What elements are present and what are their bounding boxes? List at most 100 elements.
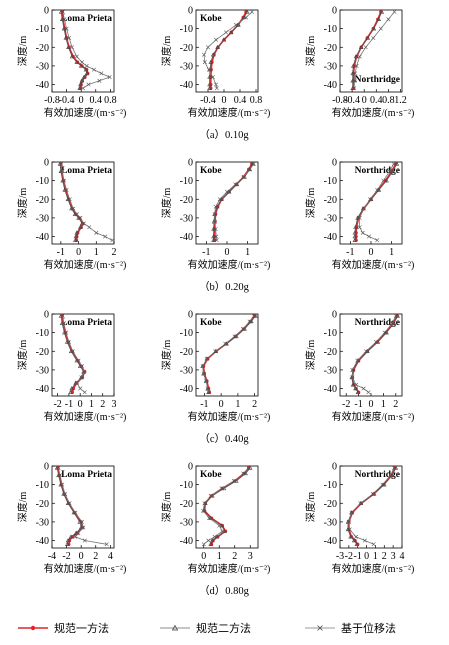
data-point — [71, 206, 76, 211]
x-tick-label: 1 — [94, 247, 99, 258]
y-tick-label: -30 — [180, 213, 193, 224]
data-point — [211, 226, 216, 231]
x-axis-label: 有效加速度/(m·s⁻²) — [188, 258, 271, 271]
data-point — [61, 26, 67, 31]
data-point — [214, 234, 219, 239]
series-3 — [200, 465, 251, 547]
data-point — [226, 189, 232, 194]
data-point — [207, 85, 212, 90]
panel-4: 0-10-20-30-40-1 0 1 2深度/m有效加速度/(m·s⁻²)Loma … — [16, 158, 126, 272]
y-tick-label: -30 — [180, 61, 193, 72]
data-point — [219, 486, 224, 491]
y-tick-label: -20 — [324, 347, 337, 358]
data-point — [99, 71, 104, 76]
data-point — [78, 224, 83, 229]
panel-title: Loma Prieta — [61, 470, 112, 480]
panel-12: 0-10-20-30-40-3 -2 -1 0 1 2 3 4深度/m有效加速度/(m·s⁻²… — [304, 462, 414, 576]
data-point — [213, 219, 218, 224]
y-tick-label: -10 — [36, 328, 49, 339]
data-point — [236, 22, 241, 27]
x-tick-label: 1 — [89, 399, 94, 410]
series-3 — [350, 313, 398, 395]
data-point — [348, 534, 353, 539]
x-tick-label: 3 — [391, 551, 396, 562]
data-point — [213, 349, 218, 354]
data-point — [249, 9, 255, 14]
data-point — [201, 371, 206, 376]
panel-1: 0 -10 -20 -30 -40 -0.8-0.4 0 0.4 0.8 深度/m 有效加速度/(m… — [16, 6, 126, 120]
y-tick-label: 0 — [188, 462, 193, 473]
y-tick-label: 0 — [44, 6, 49, 17]
data-point — [387, 169, 392, 174]
data-point — [214, 534, 220, 539]
x-axis-label: 有效加速度/(m·s⁻²) — [44, 258, 127, 271]
data-point — [390, 168, 396, 174]
data-point — [232, 334, 237, 339]
data-point — [73, 237, 78, 242]
data-point — [241, 174, 246, 179]
data-point — [103, 234, 108, 239]
y-tick-label: -10 — [36, 176, 49, 187]
series-3 — [60, 9, 112, 91]
data-point — [73, 530, 79, 535]
x-tick-label: -1 — [200, 399, 208, 410]
data-point — [371, 542, 376, 547]
data-point — [355, 215, 360, 220]
panel-title: Kobe — [200, 470, 222, 480]
y-axis-label: 深度/m — [16, 188, 29, 219]
y-tick-label: 0 — [188, 6, 193, 17]
data-point — [357, 54, 362, 59]
y-axis-label: 深度/m — [160, 492, 173, 523]
data-point — [68, 389, 73, 394]
figure-canvas: 0-10-20-30-40-0.8-0.4 0 0.4 0.8深度/m有效加速度/(m… — [16, 6, 415, 598]
panel-title: Loma Prieta — [61, 14, 112, 24]
series-3 — [60, 313, 87, 395]
data-point — [201, 371, 206, 376]
data-point — [370, 491, 375, 496]
data-point — [350, 382, 356, 387]
row-caption: （a）0.10g — [199, 129, 249, 141]
series-3 — [200, 313, 256, 395]
x-tick-label: 0.8 — [250, 95, 263, 106]
data-point — [79, 375, 84, 380]
x-tick-label: 0 — [222, 95, 227, 106]
data-point — [391, 161, 396, 166]
x-axis-label: 有效加速度/(m·s⁻²) — [332, 258, 415, 271]
data-point — [56, 465, 61, 470]
y-tick-label: -40 — [180, 80, 193, 91]
x-tick-label: 2 — [112, 247, 117, 258]
series-line — [203, 467, 251, 545]
data-point — [83, 67, 89, 72]
data-point — [201, 52, 207, 57]
data-point — [350, 367, 355, 372]
x-tick-label: 2 — [393, 399, 398, 410]
data-point — [373, 339, 378, 344]
data-point — [375, 187, 380, 192]
series-3 — [201, 9, 255, 91]
y-tick-label: 0 — [332, 310, 337, 321]
x-axis-label: 有效加速度/(m·s⁻²) — [44, 562, 127, 575]
data-point — [367, 197, 372, 202]
data-point — [60, 313, 65, 318]
data-point — [74, 59, 80, 64]
y-tick-label: -20 — [324, 43, 337, 54]
x-axis-label: 有效加速度/(m·s⁻²) — [332, 562, 415, 575]
y-tick-label: -30 — [324, 365, 337, 376]
panel-3: 0-10-20-30-40-0.8-0.4 0 0.4 0.8 1.2深度/m有效加速度… — [304, 6, 414, 120]
panel-10: 0-10-20-30-40-4 -2 0 2 4深度/m有效加速度/(m·s⁻²)Lom… — [16, 462, 126, 576]
data-point — [73, 234, 79, 239]
x-tick-label: -0.4 — [59, 95, 75, 106]
data-point — [353, 71, 358, 76]
x-tick-label: -3 — [336, 551, 344, 562]
data-point — [209, 538, 215, 543]
y-tick-label: -40 — [36, 80, 49, 91]
y-tick-label: -30 — [180, 365, 193, 376]
data-point — [84, 70, 90, 76]
data-point — [97, 78, 102, 83]
data-point — [210, 75, 215, 80]
data-point — [59, 16, 65, 22]
data-point — [70, 349, 75, 354]
data-point — [349, 510, 354, 515]
data-point — [73, 534, 78, 539]
data-point — [73, 510, 78, 515]
